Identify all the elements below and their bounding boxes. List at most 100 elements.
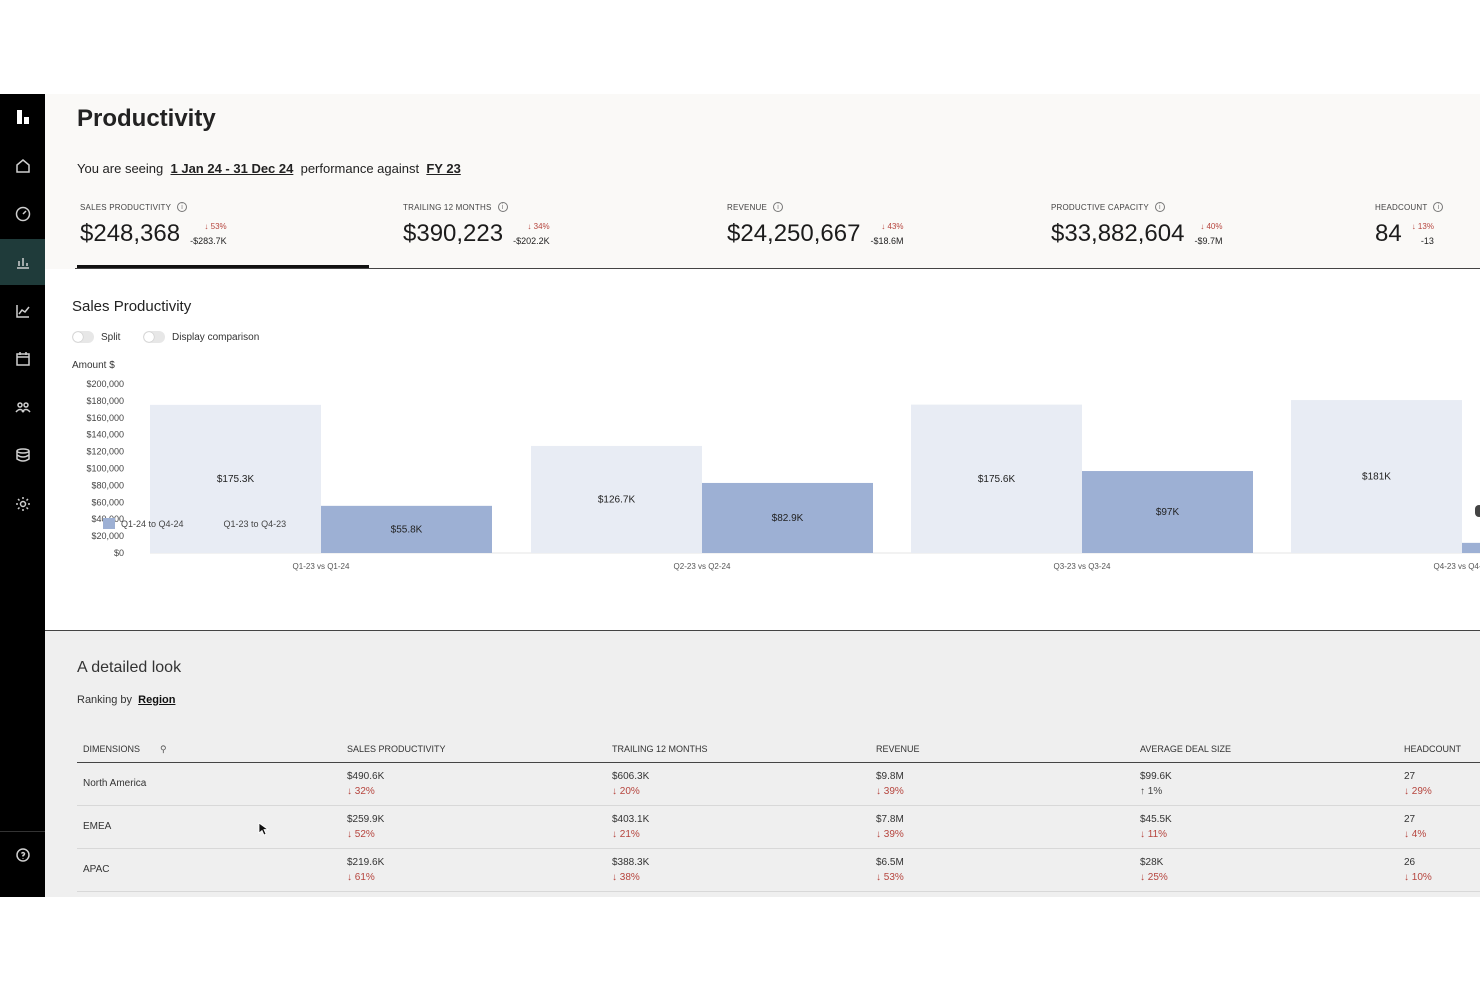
kpi-label-text: HEADCOUNT — [1375, 202, 1428, 212]
info-icon[interactable]: i — [773, 202, 784, 212]
kpi-value: $390,223 — [403, 220, 504, 247]
bar — [702, 482, 873, 553]
metric-delta: ↓ 39% — [876, 828, 904, 840]
legend-item[interactable]: Q1-23 to Q4-23 — [205, 518, 287, 529]
bar-value-label: $82.9K — [772, 513, 804, 524]
chart-scroll-handle[interactable] — [1475, 505, 1480, 517]
metric-value: $99.6K — [1140, 770, 1172, 782]
table-row[interactable]: EMEA $259.9K ↓ 52% $403.1K ↓ 21% $7.8M ↓ 39% $4… — [77, 805, 1480, 849]
column-header-label: DIMENSIONS — [83, 743, 141, 754]
bar — [321, 505, 492, 553]
metric-value: $7.8M — [876, 813, 904, 825]
team-icon[interactable] — [0, 384, 45, 430]
bar-value-label: $175.3K — [217, 474, 255, 485]
dimension-cell: EMEA — [77, 805, 341, 849]
bar — [531, 445, 702, 553]
column-header[interactable]: REVENUE — [870, 739, 1134, 763]
kpi-divider — [75, 268, 1480, 269]
search-icon[interactable]: ⚲ — [160, 743, 167, 754]
kpi-label: HEADCOUNT i — [1375, 202, 1444, 212]
gauge-icon[interactable] — [0, 191, 45, 237]
comparison-toggle[interactable]: Display comparison — [143, 331, 259, 343]
period-summary: You are seeing 1 Jan 24 - 31 Dec 24 perf… — [77, 161, 461, 176]
main-content: Productivity You are seeing 1 Jan 24 - 3… — [45, 94, 1480, 897]
column-header[interactable]: SALES PRODUCTIVITY — [341, 739, 606, 763]
section-divider — [45, 630, 1480, 631]
split-label: Split — [101, 331, 121, 343]
kpi-delta-absolute: -$283.7K — [190, 236, 227, 246]
info-icon[interactable]: i — [177, 202, 188, 212]
logo-icon[interactable] — [0, 94, 45, 140]
column-header-label: SALES PRODUCTIVITY — [347, 744, 446, 755]
mouse-cursor-icon — [258, 822, 270, 836]
kpi-card[interactable]: REVENUE i $24,250,667 ↓ 43% -$18.6M — [727, 202, 904, 268]
column-header[interactable]: AVERAGE DEAL SIZE — [1134, 739, 1398, 763]
kpi-card[interactable]: PRODUCTIVE CAPACITY i $33,882,604 ↓ 40% -$9.… — [1051, 202, 1222, 268]
y-tick-label: $120,000 — [86, 447, 124, 457]
gear-icon[interactable] — [0, 481, 45, 527]
metric-cell: 26 ↓ 10% — [1398, 848, 1480, 892]
sales-productivity-chart-card: Sales Productivity Split Display compari… — [45, 269, 1480, 630]
metric-cell: $490.6K ↓ 32% — [341, 762, 606, 806]
split-switch[interactable] — [72, 331, 94, 343]
metric-value: 27 — [1404, 770, 1416, 782]
comparison-switch[interactable] — [143, 331, 165, 343]
bar-chart: $0$20,000$40,000$60,000$80,000$100,000$1… — [86, 379, 1480, 571]
split-toggle[interactable]: Split — [72, 331, 120, 343]
kpi-card[interactable]: SALES PRODUCTIVITY i $248,368 ↓ 53% -$283.7K — [80, 202, 227, 268]
column-header-label: HEADCOUNT — [1404, 744, 1462, 755]
calendar-icon[interactable] — [0, 336, 45, 382]
info-icon[interactable]: i — [1154, 202, 1165, 212]
metric-delta: ↓ 11% — [1140, 828, 1168, 840]
metric-value: $9.8M — [876, 770, 904, 782]
kpi-delta-absolute: -$9.7M — [1194, 236, 1223, 246]
help-icon[interactable] — [0, 832, 45, 878]
kpi-label: PRODUCTIVE CAPACITY i — [1051, 202, 1222, 212]
metric-delta: ↓ 32% — [347, 785, 375, 797]
comparison-period-link[interactable]: FY 23 — [426, 161, 461, 176]
x-category-label: Q4-23 vs Q4-24 — [1434, 562, 1480, 571]
ranking-dimension-link[interactable]: Region — [138, 694, 176, 706]
x-category-label: Q3-23 vs Q3-24 — [1054, 562, 1111, 571]
y-tick-label: $60,000 — [91, 497, 124, 507]
table-header-row: DIMENSIONS ⚲ SALES PRODUCTIVITY TRAILING 12… — [77, 739, 1480, 763]
metric-cell: 27 ↓ 29% — [1398, 762, 1480, 806]
metric-cell: $6.5M ↓ 53% — [870, 848, 1134, 892]
metric-cell: $28K ↓ 25% — [1134, 848, 1398, 892]
dimension-cell: North America — [77, 762, 341, 806]
column-header[interactable]: TRAILING 12 MONTHS — [606, 739, 870, 763]
detail-table: DIMENSIONS ⚲ SALES PRODUCTIVITY TRAILING 12… — [77, 739, 1480, 892]
metric-value: $403.1K — [612, 813, 650, 825]
column-header[interactable]: HEADCOUNT — [1398, 739, 1480, 763]
period-range-link[interactable]: 1 Jan 24 - 31 Dec 24 — [170, 161, 294, 176]
comparison-label: Display comparison — [172, 331, 260, 343]
chart-legend: Q1-24 to Q4-24 Q1-23 to Q4-23 — [103, 518, 286, 529]
kpi-label-text: SALES PRODUCTIVITY — [80, 202, 172, 212]
legend-swatch — [205, 518, 218, 529]
kpi-card[interactable]: HEADCOUNT i 84 ↓ 13% -13 — [1375, 202, 1444, 268]
table-row[interactable]: North America $490.6K ↓ 32% $606.3K ↓ 20% $9.… — [77, 762, 1480, 806]
info-icon[interactable]: i — [497, 202, 508, 212]
metric-cell: $403.1K ↓ 21% — [606, 805, 870, 849]
column-header[interactable]: DIMENSIONS ⚲ — [77, 739, 341, 763]
column-header-label: AVERAGE DEAL SIZE — [1140, 744, 1232, 755]
legend-label: Q1-23 to Q4-23 — [223, 518, 287, 529]
legend-item[interactable]: Q1-24 to Q4-24 — [103, 518, 184, 529]
kpi-value: 84 — [1375, 220, 1402, 247]
period-mid: performance against — [300, 161, 420, 176]
chart-title: Sales Productivity — [72, 298, 192, 315]
info-icon[interactable]: i — [1433, 202, 1444, 212]
productivity-chart-icon[interactable] — [0, 239, 45, 285]
line-chart-icon[interactable] — [0, 288, 45, 334]
kpi-card[interactable]: TRAILING 12 MONTHS i $390,223 ↓ 34% -$202.2K — [403, 202, 550, 268]
database-icon[interactable] — [0, 432, 45, 478]
metric-value: 26 — [1404, 856, 1416, 868]
metric-delta: ↓ 52% — [347, 828, 375, 840]
table-row[interactable]: APAC $219.6K ↓ 61% $388.3K ↓ 38% $6.5M ↓ 53% $2… — [77, 848, 1480, 892]
metric-value: $388.3K — [612, 856, 650, 868]
page-title: Productivity — [77, 105, 216, 132]
metric-cell: $45.5K ↓ 11% — [1134, 805, 1398, 849]
home-icon[interactable] — [0, 143, 45, 189]
metric-value: $6.5M — [876, 856, 904, 868]
ranking-selector: Ranking by Region — [77, 694, 175, 706]
